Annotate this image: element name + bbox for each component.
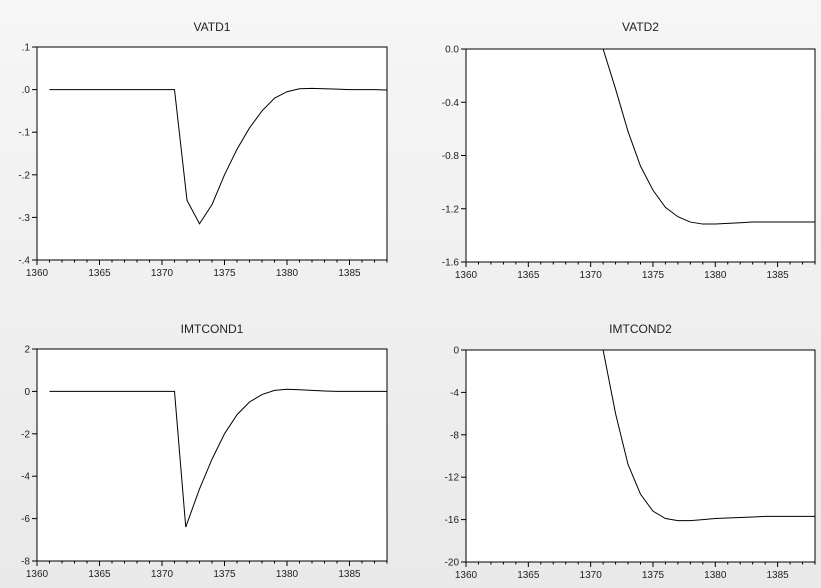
y-tick-label: -20 (445, 558, 460, 569)
x-tick-label: 1370 (580, 570, 603, 581)
series-line-1 (478, 48, 815, 225)
y-tick-label: -.1 (18, 128, 30, 139)
x-tick-label: 1380 (276, 268, 299, 279)
y-tick-label: -.4 (18, 256, 30, 267)
y-tick-label: -0.4 (442, 98, 460, 109)
x-tick-label: 1360 (455, 570, 478, 581)
x-tick-label: 1380 (704, 570, 727, 581)
x-tick-label: 1385 (766, 570, 789, 581)
x-tick-label: 1375 (213, 569, 236, 580)
x-tick-label: 1380 (276, 569, 299, 580)
y-tick-label: -12 (445, 473, 460, 484)
y-tick-label: -8 (21, 557, 30, 568)
x-tick-label: 1365 (517, 270, 540, 281)
y-tick-label: -0.8 (442, 151, 460, 162)
y-tick-label: -1.2 (442, 204, 460, 215)
x-tick-label: 1370 (151, 268, 174, 279)
y-tick-label: .1 (22, 43, 31, 54)
series-line-1 (478, 349, 815, 522)
y-tick-label: -1.6 (442, 258, 460, 269)
x-tick-label: 1385 (766, 270, 789, 281)
chart-title: IMTCOND2 (609, 322, 672, 336)
y-tick-label: -8 (450, 430, 459, 441)
x-tick-label: 1380 (704, 270, 727, 281)
x-tick-label: 1365 (88, 268, 111, 279)
y-tick-label: .0 (22, 85, 31, 96)
x-tick-label: 1370 (580, 270, 603, 281)
y-tick-label: -.3 (18, 213, 30, 224)
x-tick-label: 1370 (151, 569, 174, 580)
y-tick-label: -.2 (18, 170, 30, 181)
chart-title: IMTCOND1 (181, 322, 244, 336)
plot-area (465, 349, 816, 563)
x-tick-label: 1360 (26, 268, 49, 279)
chart-title: VATD2 (622, 20, 659, 34)
y-tick-label: 0 (453, 346, 459, 357)
y-tick-label: -16 (445, 515, 460, 526)
y-tick-label: -2 (21, 429, 30, 440)
plot-area (465, 48, 816, 263)
plot-area (36, 348, 388, 562)
y-tick-label: -6 (21, 514, 30, 525)
x-tick-label: 1385 (338, 268, 361, 279)
plot-area (36, 46, 388, 261)
y-tick-label: -4 (450, 388, 459, 399)
x-tick-label: 1365 (88, 569, 111, 580)
x-tick-label: 1365 (517, 570, 540, 581)
x-tick-label: 1375 (642, 570, 665, 581)
y-tick-label: 0.0 (445, 45, 459, 56)
x-tick-label: 1375 (642, 270, 665, 281)
x-tick-label: 1385 (338, 569, 361, 580)
chart-title: VATD1 (194, 20, 231, 34)
y-tick-label: 2 (24, 345, 30, 356)
series-line-1 (49, 87, 388, 225)
x-tick-label: 1360 (455, 270, 478, 281)
y-tick-label: -4 (21, 472, 30, 483)
y-tick-label: 0 (24, 387, 30, 398)
series-line-1 (49, 388, 387, 528)
x-tick-label: 1360 (26, 569, 49, 580)
x-tick-label: 1375 (213, 268, 236, 279)
